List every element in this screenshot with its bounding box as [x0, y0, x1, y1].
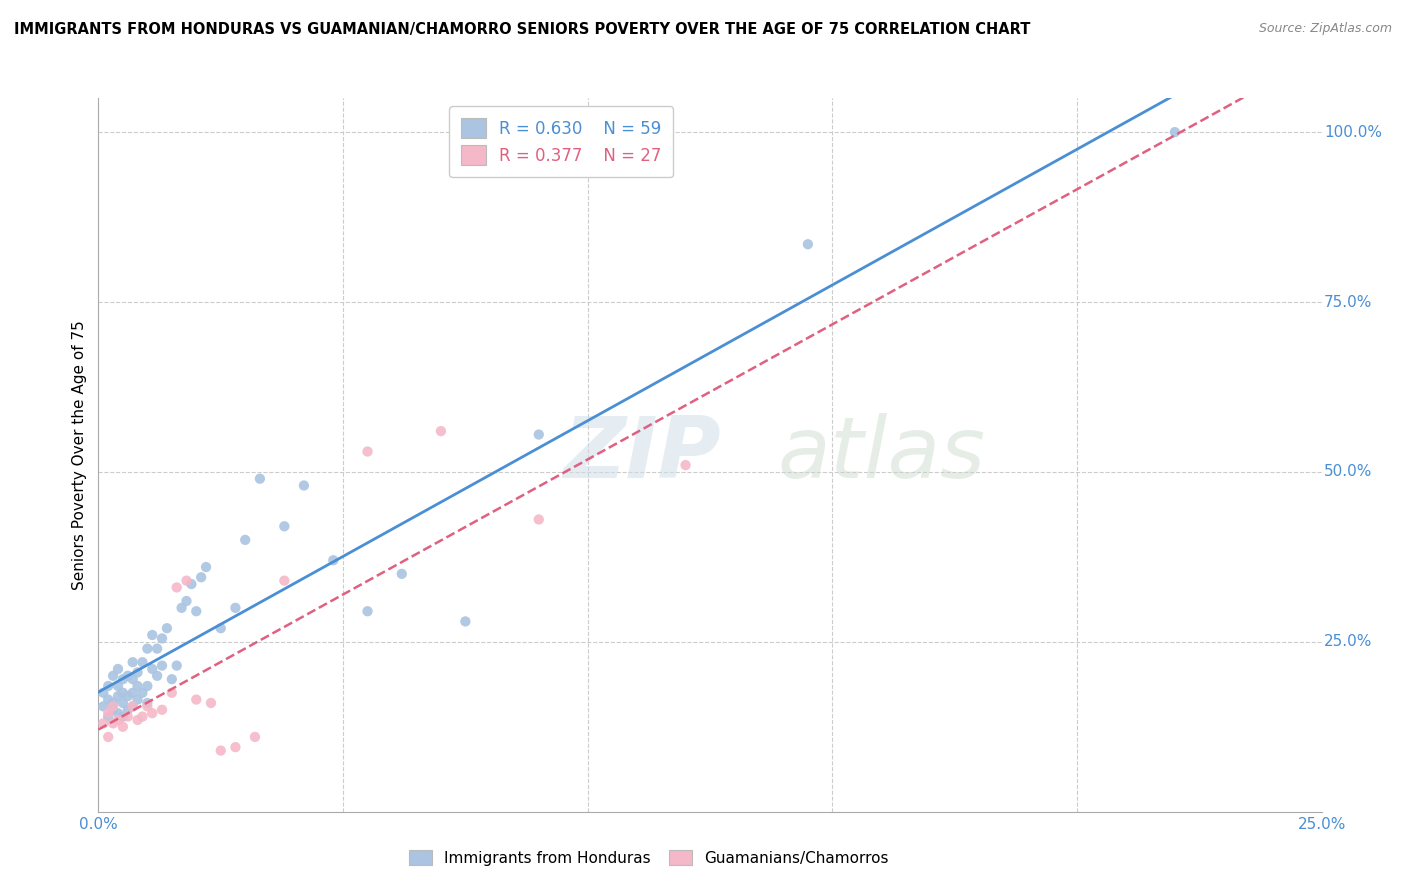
Point: [209, 743, 232, 757]
Point: [127, 713, 149, 727]
Point: [101, 716, 124, 731]
Point: [190, 570, 212, 584]
Point: [166, 658, 188, 673]
Point: [156, 621, 179, 635]
Point: [107, 689, 129, 703]
Point: [97, 730, 120, 744]
Point: [91, 699, 114, 714]
Point: [101, 696, 124, 710]
Point: [797, 237, 820, 252]
Point: [527, 427, 550, 442]
Point: [136, 679, 159, 693]
Point: [91, 686, 114, 700]
Point: [141, 706, 163, 721]
Point: [111, 709, 134, 723]
Point: [101, 699, 124, 714]
Point: [292, 478, 315, 492]
Point: [209, 621, 232, 635]
Text: 50.0%: 50.0%: [1324, 465, 1372, 479]
Point: [430, 424, 453, 438]
Point: [141, 628, 163, 642]
Point: [97, 679, 120, 693]
Text: 25.0%: 25.0%: [1324, 634, 1372, 649]
Point: [166, 581, 188, 595]
Point: [101, 669, 124, 683]
Point: [111, 672, 134, 686]
Point: [117, 703, 139, 717]
Point: [131, 686, 153, 700]
Text: Source: ZipAtlas.com: Source: ZipAtlas.com: [1258, 22, 1392, 36]
Point: [121, 655, 143, 669]
Point: [136, 699, 159, 714]
Point: [356, 604, 378, 618]
Point: [391, 566, 413, 581]
Point: [527, 512, 550, 526]
Point: [141, 662, 163, 676]
Text: 100.0%: 100.0%: [1324, 125, 1382, 140]
Point: [107, 679, 129, 693]
Point: [117, 709, 139, 723]
Point: [121, 672, 143, 686]
Point: [121, 686, 143, 700]
Point: [176, 574, 198, 588]
Point: [176, 594, 198, 608]
Point: [150, 658, 173, 673]
Point: [127, 679, 149, 693]
Point: [111, 720, 134, 734]
Point: [136, 641, 159, 656]
Point: [150, 703, 173, 717]
Text: IMMIGRANTS FROM HONDURAS VS GUAMANIAN/CHAMORRO SENIORS POVERTY OVER THE AGE OF 7: IMMIGRANTS FROM HONDURAS VS GUAMANIAN/CH…: [14, 22, 1031, 37]
Point: [186, 692, 208, 706]
Point: [224, 740, 246, 755]
Legend: Immigrants from Honduras, Guamanians/Chamorros: Immigrants from Honduras, Guamanians/Cha…: [404, 844, 894, 871]
Point: [186, 604, 208, 618]
Point: [200, 696, 222, 710]
Point: [111, 686, 134, 700]
Point: [127, 692, 149, 706]
Point: [121, 699, 143, 714]
Text: ZIP: ZIP: [564, 413, 721, 497]
Point: [224, 600, 246, 615]
Point: [146, 669, 169, 683]
Point: [356, 444, 378, 458]
Point: [97, 709, 120, 723]
Point: [243, 730, 266, 744]
Point: [136, 696, 159, 710]
Point: [195, 560, 218, 574]
Point: [127, 665, 149, 680]
Point: [160, 686, 183, 700]
Point: [107, 713, 129, 727]
Point: [150, 632, 173, 646]
Point: [131, 655, 153, 669]
Text: atlas: atlas: [778, 413, 986, 497]
Point: [107, 706, 129, 721]
Point: [273, 574, 295, 588]
Point: [160, 672, 183, 686]
Point: [97, 692, 120, 706]
Point: [111, 696, 134, 710]
Point: [101, 703, 124, 717]
Point: [107, 662, 129, 676]
Point: [146, 641, 169, 656]
Point: [117, 669, 139, 683]
Point: [131, 709, 153, 723]
Point: [121, 699, 143, 714]
Point: [249, 472, 271, 486]
Point: [273, 519, 295, 533]
Point: [675, 458, 697, 472]
Point: [170, 600, 193, 615]
Point: [97, 706, 120, 721]
Point: [180, 577, 202, 591]
Text: 75.0%: 75.0%: [1324, 294, 1372, 310]
Y-axis label: Seniors Poverty Over the Age of 75: Seniors Poverty Over the Age of 75: [72, 320, 87, 590]
Point: [1164, 125, 1187, 139]
Point: [117, 689, 139, 703]
Point: [454, 615, 477, 629]
Point: [322, 553, 344, 567]
Point: [233, 533, 256, 547]
Point: [91, 716, 114, 731]
